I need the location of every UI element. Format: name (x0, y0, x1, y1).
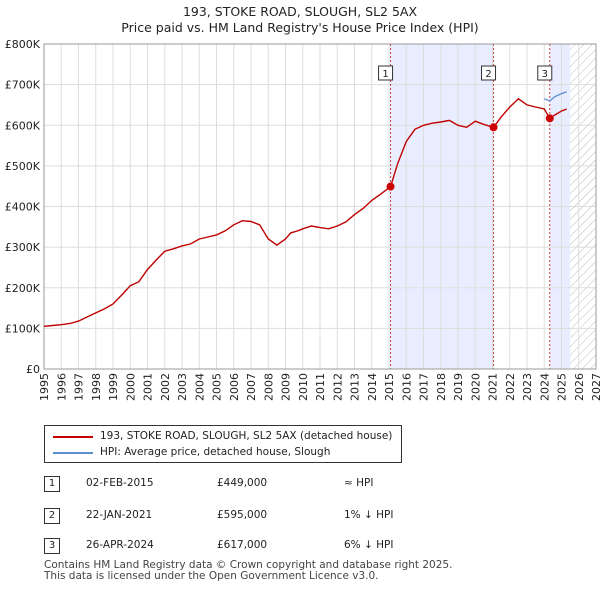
sale-number-badge: 1 (44, 476, 60, 492)
legend: 193, STOKE ROAD, SLOUGH, SL2 5AX (detach… (44, 425, 402, 463)
x-tick-label: 2003 (176, 373, 189, 401)
sale-point (489, 123, 498, 132)
sale-price: £595,000 (217, 509, 268, 521)
price-series-line (43, 97, 567, 327)
x-tick-label: 2008 (262, 373, 275, 401)
x-tick-label: 2025 (556, 373, 569, 401)
sale-hpi-comparison: 6% ↓ HPI (344, 539, 394, 551)
legend-hpi-label: HPI: Average price, detached house, Slou… (100, 446, 331, 458)
sale-number-badge: 3 (44, 538, 60, 554)
x-tick-label: 2018 (435, 373, 448, 401)
sale-point (545, 114, 554, 123)
x-tick-label: 2007 (245, 373, 258, 401)
x-tick-label: 2027 (590, 373, 600, 401)
legend-price-label: 193, STOKE ROAD, SLOUGH, SL2 5AX (detach… (100, 430, 393, 442)
sale-label-box (378, 65, 394, 81)
y-tick-label: £800K (5, 38, 41, 51)
footer-copyright: Contains HM Land Registry data © Crown c… (44, 559, 453, 571)
legend-price-swatch (53, 436, 93, 438)
x-tick-label: 2022 (504, 373, 517, 401)
y-tick-label: £400K (5, 201, 41, 214)
plot-border (43, 43, 597, 370)
y-tick-label: £600K (5, 119, 41, 132)
x-tick-label: 2023 (521, 373, 534, 401)
footer: Contains HM Land Registry data © Crown c… (44, 560, 452, 582)
x-tick-label: 2021 (487, 373, 500, 401)
y-tick-label: £200K (5, 282, 41, 295)
sale-label-number: 3 (542, 69, 548, 80)
x-tick-label: 1998 (90, 373, 103, 401)
x-tick-label: 2006 (228, 373, 241, 401)
sale-label-box (537, 65, 553, 81)
x-tick-label: 2013 (349, 373, 362, 401)
price-chart: 1 2 3 £0 £100K £200K £300K £400K £500K £600K £700K… (5, 38, 600, 401)
x-tick-label: 1996 (55, 373, 68, 401)
x-tick-label: 2009 (280, 373, 293, 401)
y-tick-label: £300K (5, 241, 41, 254)
x-tick-label: 1999 (107, 373, 120, 401)
sale-hpi-comparison: 1% ↓ HPI (344, 509, 394, 521)
sale-date: 26-APR-2024 (86, 539, 154, 551)
x-tick-label: 2015 (383, 373, 396, 401)
y-tick-label: £700K (5, 79, 41, 92)
chart-title: 193, STOKE ROAD, SLOUGH, SL2 5AX (182, 4, 418, 19)
x-tick-label: 2024 (538, 373, 551, 401)
x-tick-label: 2004 (193, 373, 206, 401)
x-tick-label: 1997 (73, 373, 86, 401)
x-tick-label: 2010 (297, 373, 310, 401)
chart-subtitle: Price paid vs. HM Land Registry's House … (121, 20, 479, 35)
x-tick-label: 1995 (38, 373, 51, 401)
sale-hpi-comparison: ≈ HPI (344, 477, 374, 489)
x-tick-label: 2005 (211, 373, 224, 401)
x-tick-label: 2011 (314, 373, 327, 401)
x-tick-label: 2002 (159, 373, 172, 401)
sale-label-number: 2 (485, 69, 491, 80)
sale-label-number: 1 (382, 69, 388, 80)
x-tick-label: 2001 (142, 373, 155, 401)
x-tick-label: 2017 (418, 373, 431, 401)
x-tick-label: 2026 (573, 373, 586, 401)
x-tick-label: 2012 (331, 373, 344, 401)
sale-price: £617,000 (217, 539, 268, 551)
y-tick-label: £100K (5, 322, 41, 335)
sale-point (386, 182, 395, 191)
sale-label-box (481, 65, 497, 81)
legend-hpi-swatch (53, 452, 93, 454)
footer-licence: This data is licensed under the Open Gov… (44, 570, 379, 582)
x-tick-label: 2019 (452, 373, 465, 401)
sale-date: 02-FEB-2015 (86, 477, 154, 489)
sale-number-badge: 2 (44, 508, 60, 524)
sale-date: 22-JAN-2021 (86, 509, 153, 521)
sale-price: £449,000 (217, 477, 268, 489)
hpi-series-line (544, 91, 567, 102)
y-tick-label: £0 (26, 363, 40, 376)
x-tick-label: 2020 (469, 373, 482, 401)
x-tick-label: 2014 (366, 373, 379, 401)
x-tick-label: 2016 (400, 373, 413, 401)
y-tick-label: £500K (5, 160, 41, 173)
x-tick-label: 2000 (124, 373, 137, 401)
